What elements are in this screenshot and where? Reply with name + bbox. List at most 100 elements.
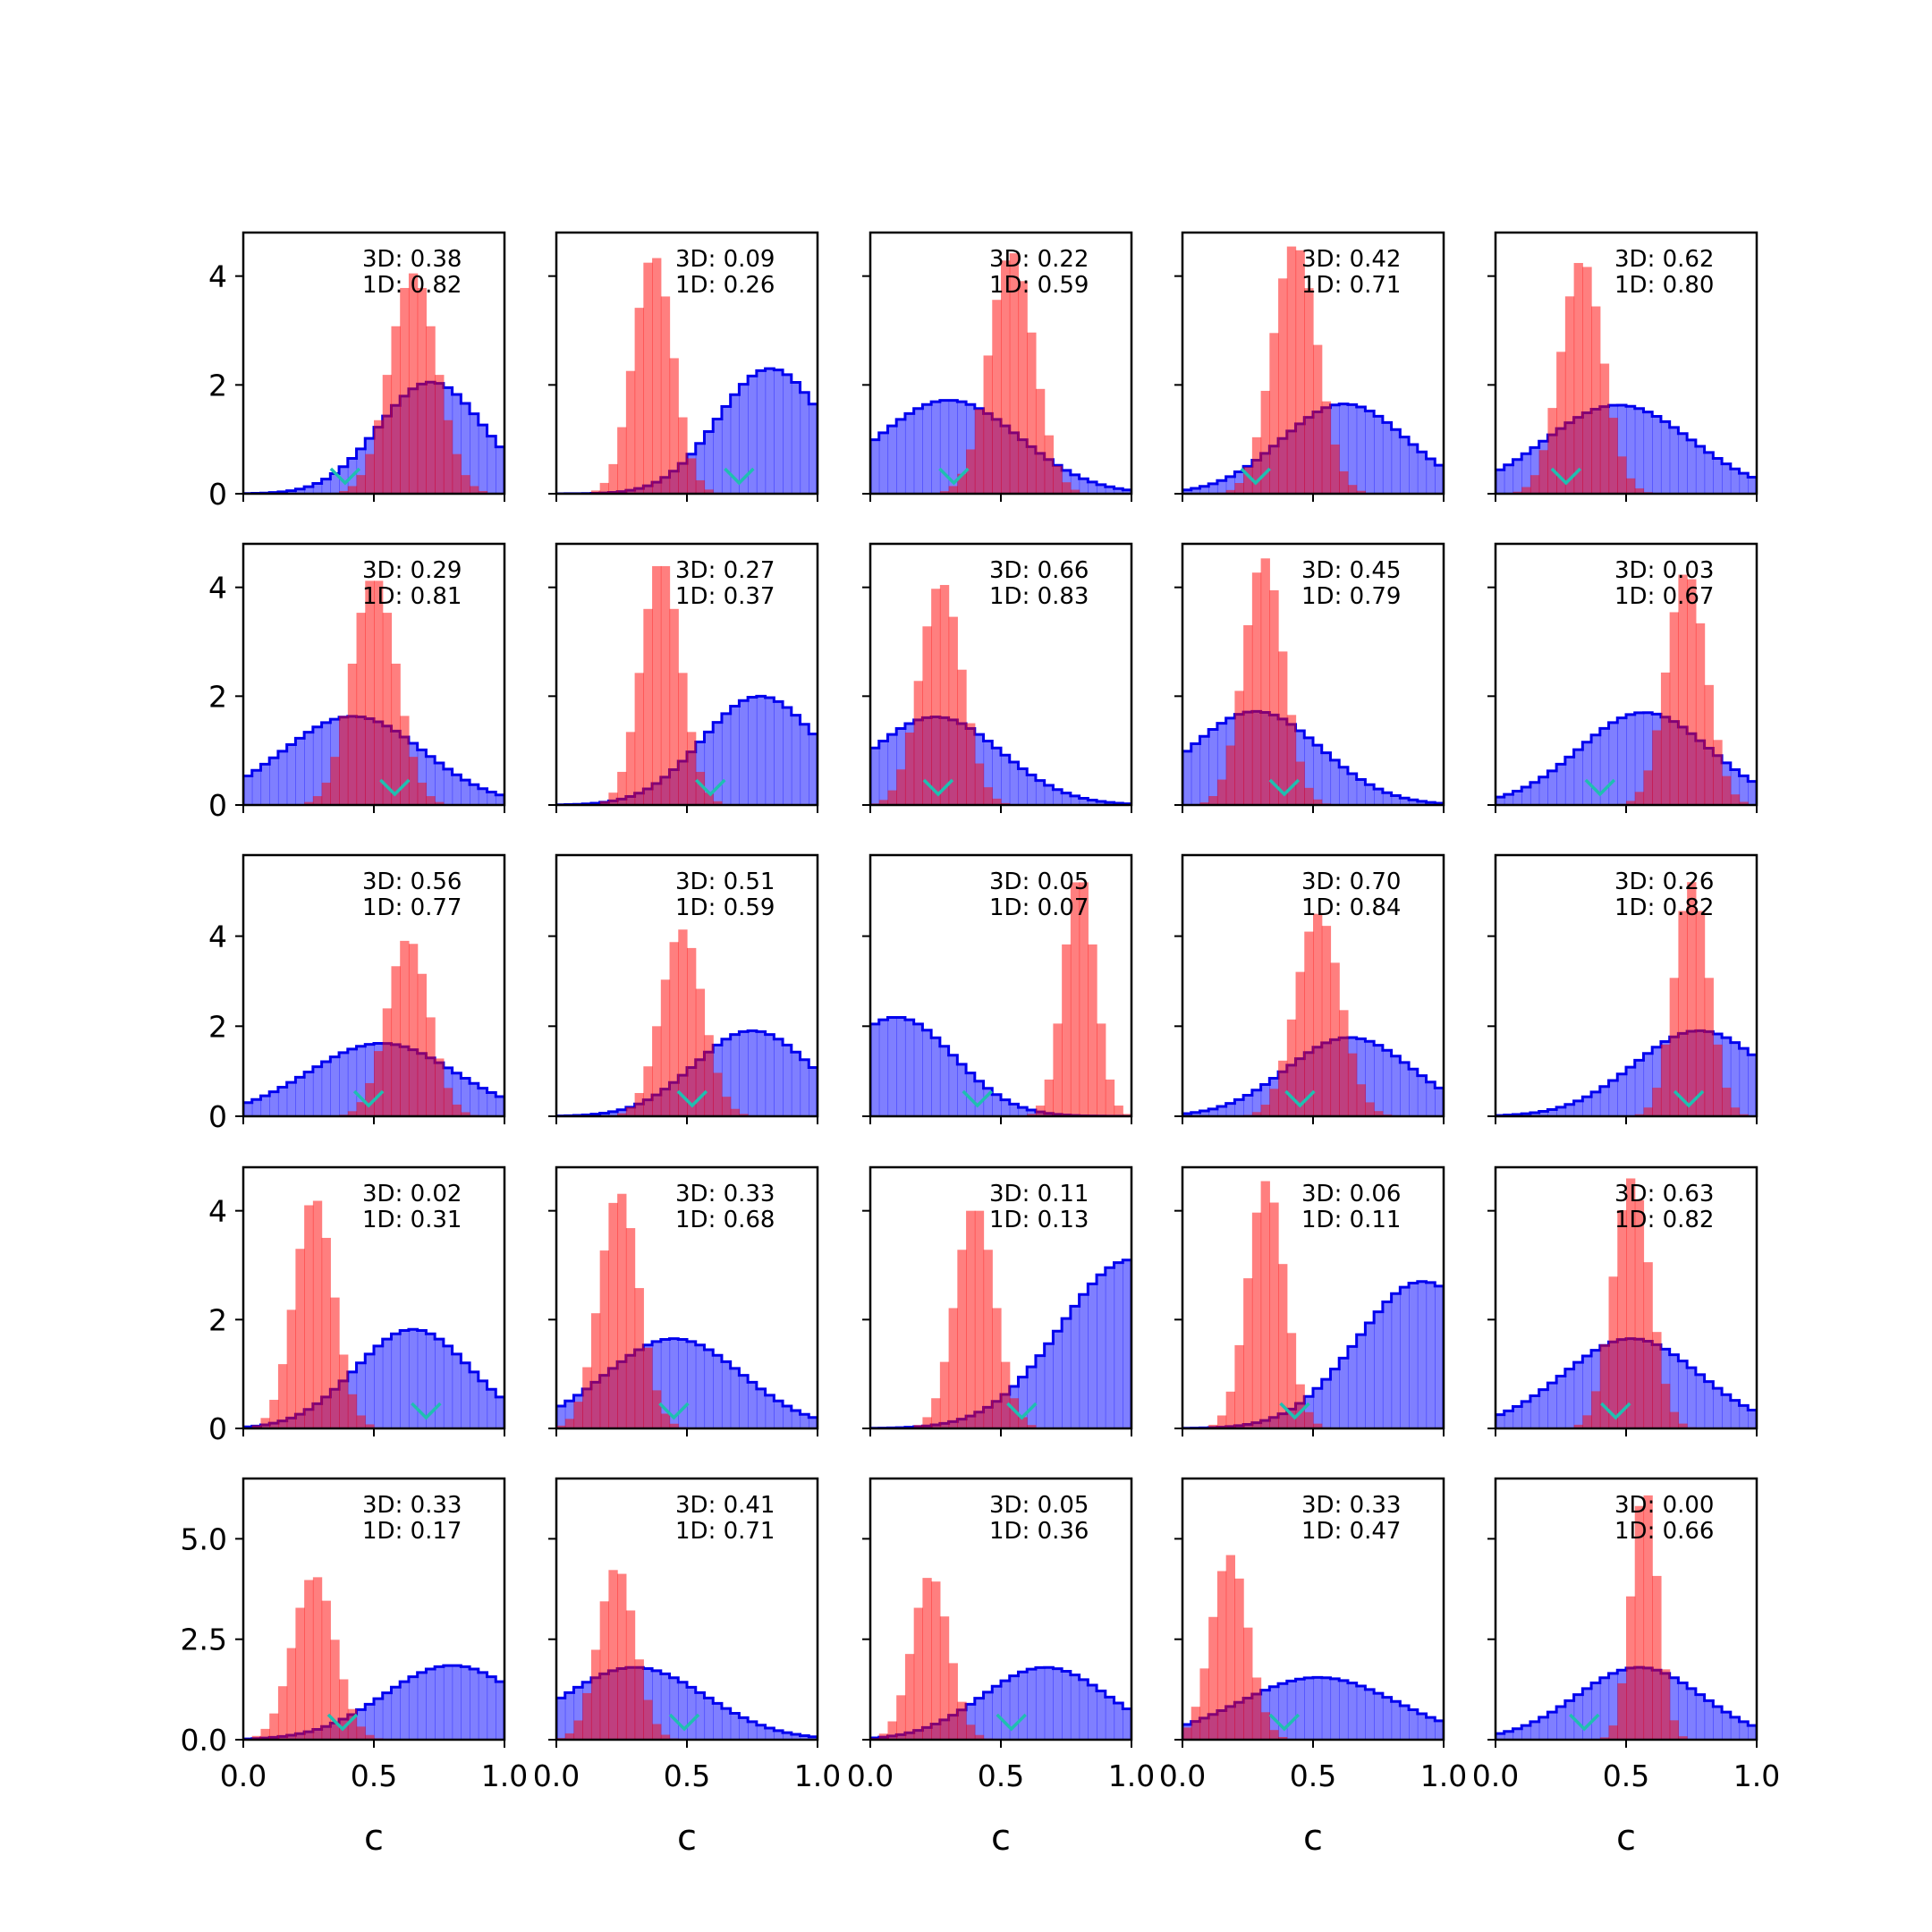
blue-bar (1722, 463, 1732, 494)
red-bar (1643, 1262, 1653, 1428)
red-bar (1269, 1202, 1279, 1428)
blue-bar (1044, 1667, 1054, 1740)
blue-bar (1035, 780, 1046, 805)
blue-bar (774, 701, 784, 805)
plot-area (243, 580, 504, 805)
blue-bar (878, 1020, 889, 1116)
y-tick-label: 4 (208, 571, 227, 606)
red-bar (1070, 882, 1080, 1116)
red-bar (1678, 1423, 1688, 1428)
red-bar (992, 1308, 1002, 1428)
blue-bar (1088, 1684, 1097, 1740)
true-value-marker (996, 1713, 1027, 1732)
blue-bar (1722, 1394, 1732, 1428)
blue-bar (992, 748, 1002, 805)
blue-bar (1599, 1086, 1610, 1116)
blue-bar (748, 697, 758, 805)
red-bar (1225, 489, 1235, 494)
blue-bar (922, 404, 932, 494)
red-bar (730, 1108, 740, 1116)
red-bar (957, 669, 967, 805)
blue-bar (887, 1017, 897, 1116)
plot-area (243, 1200, 504, 1428)
blue-bar (1504, 794, 1514, 805)
red-bar (1591, 1391, 1601, 1428)
red-bar (356, 1726, 366, 1740)
blue-bar (1330, 1368, 1340, 1428)
blue-bar (1547, 1109, 1557, 1116)
blue-bar (1608, 1080, 1618, 1116)
blue-bar (1097, 801, 1106, 805)
red-bar (1356, 1084, 1366, 1116)
blue-bar (496, 1396, 504, 1428)
blue-bar (1330, 1678, 1340, 1740)
red-bar (1278, 651, 1288, 805)
blue-bar (1739, 1405, 1749, 1428)
red-bar (1053, 1023, 1063, 1116)
red-bar (1347, 1053, 1358, 1116)
red-bar (1374, 1111, 1384, 1116)
red-bar (599, 1601, 609, 1740)
blue-bar (1634, 408, 1645, 494)
red-bar (992, 798, 1002, 805)
red-bar (435, 1058, 445, 1116)
red-bar (643, 1347, 653, 1428)
blue-bar (1564, 1368, 1575, 1428)
plot-area (1496, 263, 1757, 494)
blue-bar (443, 768, 453, 805)
blue-bar (608, 1111, 618, 1116)
blue-bar (1669, 1677, 1679, 1740)
red-bar (1643, 1495, 1653, 1740)
true-value-marker (668, 1713, 700, 1732)
red-bar (435, 801, 445, 805)
red-bar (1739, 801, 1749, 805)
blue-bar (1722, 1712, 1732, 1740)
red-bar (739, 1114, 749, 1116)
blue-bar (1114, 1703, 1123, 1740)
red-bar (1521, 487, 1531, 494)
blue-bar (713, 419, 723, 494)
red-bar (643, 1066, 653, 1116)
stat-3d-label: 3D: 0.33 (362, 1492, 462, 1519)
red-bar (1260, 1712, 1270, 1740)
blue-bar (878, 741, 889, 805)
blue-bar (800, 724, 809, 805)
blue-bar (478, 425, 488, 494)
blue-bar (1513, 1728, 1522, 1740)
red-bar (1208, 1616, 1218, 1740)
blue-bar (957, 1063, 967, 1116)
blue-bar (1547, 770, 1557, 805)
true-value-marker (1240, 467, 1271, 486)
red-bar (321, 783, 331, 805)
red-bar (974, 763, 985, 805)
red-bar (913, 681, 923, 805)
plot-area (556, 1570, 818, 1740)
blue-bar (721, 1361, 732, 1428)
red-bar (634, 1288, 644, 1428)
blue-bar (1730, 469, 1741, 494)
blue-bar (1417, 452, 1428, 494)
blue-bar (1027, 775, 1037, 805)
red-bar (652, 565, 662, 805)
blue-bar (1009, 1675, 1020, 1740)
blue-bar (1582, 1688, 1592, 1740)
blue-bar (739, 384, 749, 494)
blue-bar (1278, 1683, 1288, 1740)
blue-bar (1321, 1379, 1332, 1428)
red-bar (1260, 558, 1270, 805)
blue-bar (896, 419, 906, 494)
blue-bar (321, 479, 331, 494)
red-bar (704, 1035, 714, 1116)
stat-3d-label: 3D: 0.70 (1301, 869, 1401, 895)
blue-bar (1530, 782, 1540, 805)
blue-bar (1748, 477, 1757, 494)
blue-bar (304, 1072, 314, 1116)
